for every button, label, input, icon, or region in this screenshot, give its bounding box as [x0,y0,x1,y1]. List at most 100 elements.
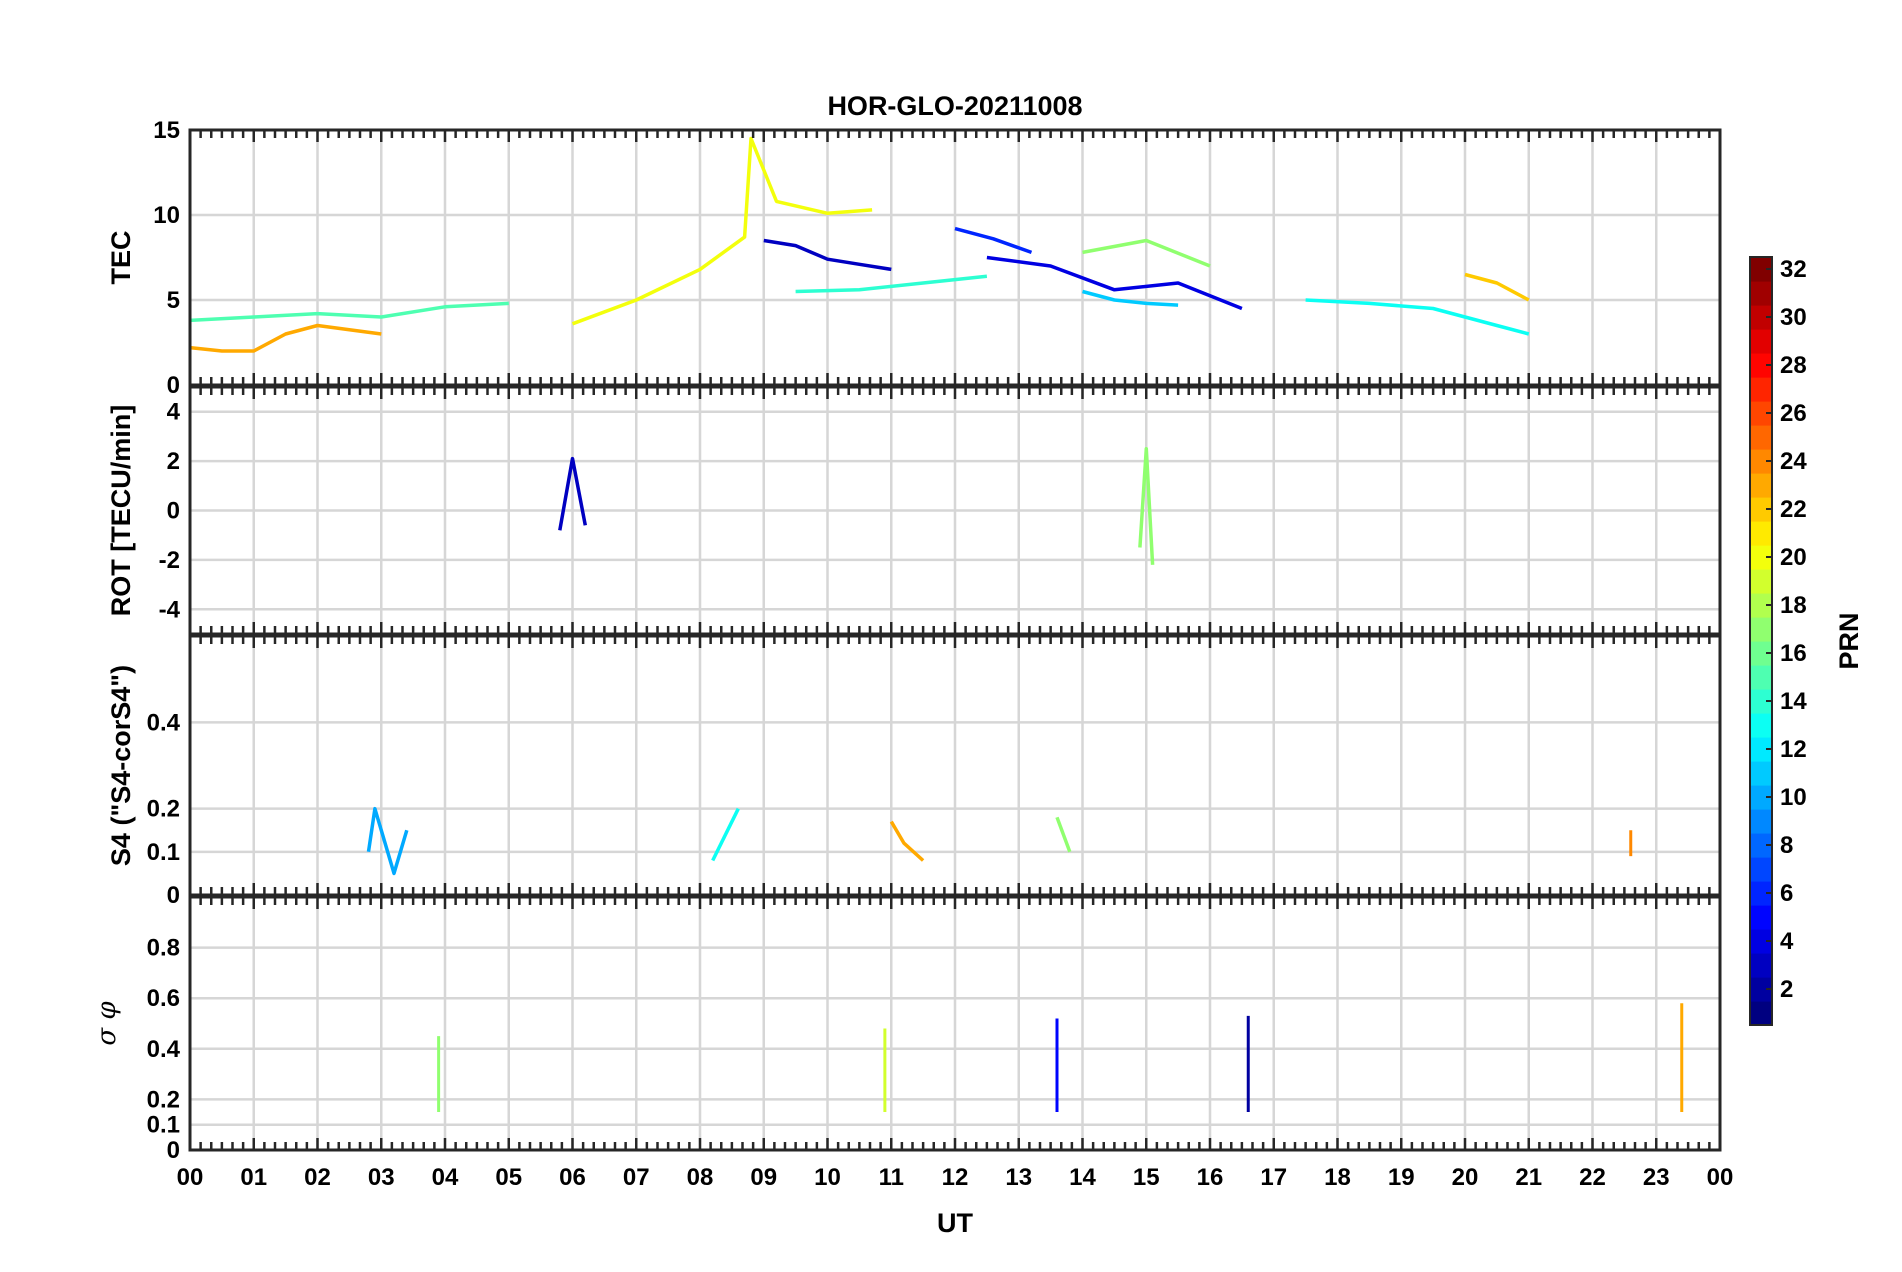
colorbar-swatch [1750,617,1772,642]
x-tick-label: 15 [1133,1164,1160,1191]
y-tick-label: 10 [153,202,180,229]
colorbar-swatch [1750,281,1772,306]
panel-rot: -4 -2 0 2 4 ROT [TECU/min] [106,385,1722,636]
colorbar-tick-label: 20 [1780,544,1807,571]
x-tick-label: 08 [687,1164,714,1191]
series-line-prn-20 [571,136,873,326]
x-tick-label: 23 [1643,1164,1670,1191]
chart-title: HOR-GLO-20211008 [827,91,1082,121]
panel-frame [188,634,1722,897]
x-tick-label: 14 [1069,1164,1096,1191]
colorbar-tick-label: 30 [1780,304,1807,331]
colorbar-swatch [1750,881,1772,906]
colorbar-swatch [1750,329,1772,354]
colorbar-tick-label: 32 [1780,256,1807,283]
colorbar-swatch [1750,473,1772,498]
colorbar-tick-label: 10 [1780,784,1807,811]
y-axis-label: S4 ("S4-corS4") [106,665,136,866]
x-tick-label: 10 [814,1164,841,1191]
x-tick-label: 12 [942,1164,969,1191]
series-line-prn-17 [1055,816,1072,853]
colorbar-swatch [1750,593,1772,618]
colorbar-swatch [1750,809,1772,834]
x-tick-label: 19 [1388,1164,1415,1191]
series-line-prn-4 [986,255,1243,311]
colorbar-tick-label: 16 [1780,640,1807,667]
x-tick-label: 18 [1324,1164,1351,1191]
x-axis-label: UT [937,1208,973,1238]
colorbar-tick-label: 8 [1780,832,1793,859]
y-tick-label: 0.8 [147,935,180,962]
colorbar-tick-label: 24 [1780,448,1807,475]
series-line-prn-13 [711,807,740,862]
x-tick-label: 05 [495,1164,522,1191]
x-tick-label: 06 [559,1164,586,1191]
colorbar-frame [1749,256,1773,1026]
y-tick-label: -2 [159,547,180,574]
colorbar-tick-label: 2 [1780,976,1793,1003]
y-tick-label: 0 [167,372,180,399]
colorbar-swatch [1750,977,1772,1002]
x-tick-label: 16 [1197,1164,1224,1191]
x-tick-label: 02 [304,1164,331,1191]
panel-frame [188,385,1722,636]
y-tick-label: -4 [159,596,181,623]
x-tick-label: 11 [879,1164,904,1191]
x-ticks: 00 01 02 03 04 05 06 07 08 09 10 11 12 13 14 15 16 17 18 19… [177,1164,1734,1191]
colorbar-swatch [1750,257,1772,282]
x-tick-label: 13 [1005,1164,1032,1191]
series-line-prn-23 [189,323,382,353]
x-tick-label: 03 [368,1164,395,1191]
y-tick-label: 0.1 [147,839,180,866]
colorbar-swatch [1750,785,1772,810]
series-line-prn-15 [189,301,509,323]
y-tick-label: 0.4 [147,1036,181,1063]
y-tick-label: 0 [167,498,180,525]
series-line-prn-11 [1082,289,1179,307]
colorbar-swatch [1750,377,1772,402]
panel-frame [188,895,1722,1152]
series-line-prn-3 [763,238,892,272]
colorbar-tick-label: 4 [1780,928,1794,955]
colorbar-swatch [1750,1001,1772,1026]
y-tick-label: 0.1 [147,1112,180,1139]
series-line-prn-17 [1138,447,1155,565]
colorbar-swatch [1750,833,1772,858]
panel-tec: 0 5 10 15 TEC [106,117,1722,399]
colorbar-swatch [1750,449,1772,474]
colorbar-label: PRN [1834,612,1864,669]
colorbar-swatch [1750,857,1772,882]
y-tick-label: 0 [167,882,180,909]
x-tick-label: 00 [177,1164,204,1191]
x-tick-label: 07 [623,1164,650,1191]
colorbar-swatch [1750,761,1772,786]
colorbar-swatch [1750,953,1772,978]
x-tick-label: 09 [750,1164,777,1191]
colorbar-swatch [1750,665,1772,690]
x-tick-label: 21 [1515,1164,1542,1191]
x-tick-label: 22 [1579,1164,1606,1191]
y-tick-label: 0.4 [147,709,181,736]
colorbar-swatch [1750,737,1772,762]
colorbar-swatch [1750,497,1772,522]
series-line-prn-14 [795,274,988,294]
colorbar-swatch [1750,425,1772,450]
series-line-prn-6 [954,226,1033,255]
y-tick-label: 4 [167,399,181,426]
y-axis-label: TEC [106,231,136,285]
colorbar-tick-label: 14 [1780,688,1807,715]
series-line-prn-23 [889,820,925,862]
series-line-prn-10 [366,806,409,876]
colorbar-swatch [1750,713,1772,738]
series-line-prn-22 [1464,272,1530,302]
x-tick-label: 00 [1707,1164,1734,1191]
colorbar-swatch [1750,353,1772,378]
colorbar-tick-label: 22 [1780,496,1807,523]
colorbar-swatch [1750,545,1772,570]
y-tick-label: 5 [167,287,180,314]
series-line-prn-17 [1082,238,1211,268]
x-tick-label: 20 [1452,1164,1479,1191]
colorbar-tick-label: 28 [1780,352,1807,379]
